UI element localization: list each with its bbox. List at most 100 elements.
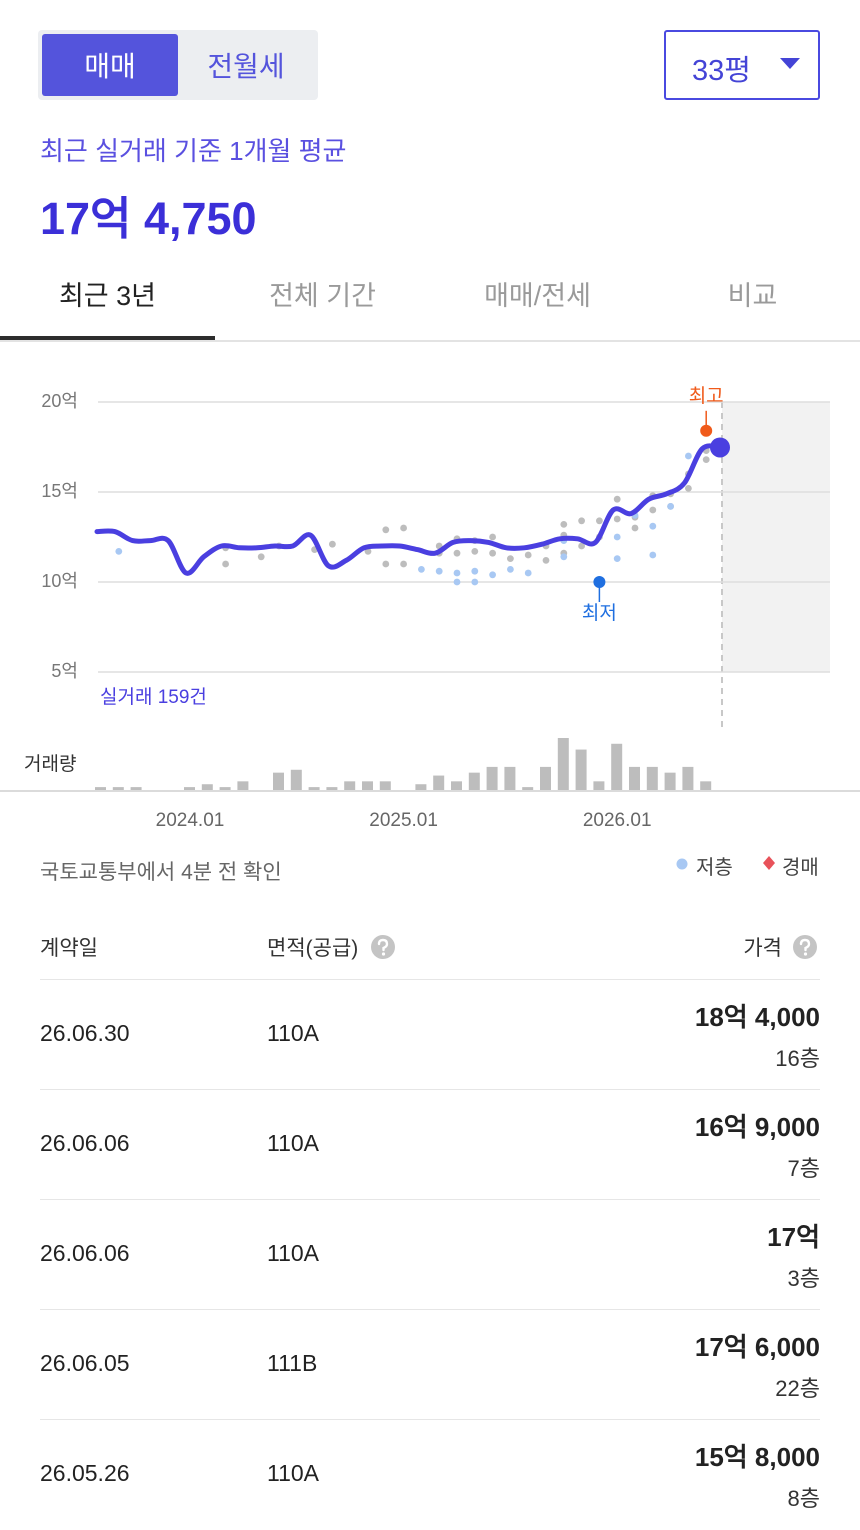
tab[interactable]: 매매/전세: [484, 281, 591, 311]
low-floor-point: [560, 553, 568, 561]
low-floor-point: [115, 548, 123, 555]
trade-point: [613, 515, 621, 523]
future-area: [722, 402, 830, 672]
contract-date: 26.05.26: [40, 1460, 130, 1486]
trade-point: [382, 526, 390, 534]
low-floor-point: [685, 452, 692, 460]
volume-bar: [95, 787, 106, 790]
trade-point: [596, 517, 603, 525]
floor: 22층: [775, 1376, 820, 1401]
row-separator: [40, 1309, 820, 1310]
trade-point: [329, 540, 336, 548]
trade-point: [613, 495, 621, 503]
volume-bar: [700, 781, 712, 790]
volume-bar: [308, 787, 320, 790]
x-tick-label: 2025.01: [369, 810, 438, 831]
legend-marker: [763, 856, 775, 870]
volume-bar: [664, 772, 676, 790]
price: 15억 8,000: [694, 1442, 820, 1472]
floor: 7층: [787, 1156, 820, 1181]
price-line: [94, 443, 723, 576]
latest-point: [710, 437, 730, 458]
volume-bar: [611, 743, 623, 790]
volume-bar: [184, 787, 195, 790]
low-floor-point: [418, 566, 425, 573]
x-tick-label: 2026.01: [583, 810, 652, 831]
price: 17억: [767, 1222, 820, 1252]
annotation-label: 최저: [582, 602, 617, 624]
price: 16억 9,000: [694, 1112, 820, 1142]
trade-point: [507, 555, 514, 562]
trade-point: [489, 533, 496, 541]
count-label: 실거래 159건: [100, 686, 207, 708]
trade-point: [222, 560, 230, 568]
low-floor-point: [613, 555, 621, 562]
trade-type-toggle: 매매 전월세: [38, 30, 318, 100]
volume-bar: [468, 772, 480, 790]
low-floor-point: [524, 569, 532, 577]
trade-point: [542, 557, 550, 564]
low-floor-point: [489, 571, 496, 579]
area: 111B: [267, 1350, 318, 1376]
row-separator: [40, 1199, 820, 1200]
size-select[interactable]: 33평: [664, 30, 820, 100]
volume-bar: [362, 781, 373, 790]
low-floor-point: [649, 522, 657, 530]
toggle-rent[interactable]: 전월세: [207, 51, 285, 82]
volume-bar: [646, 766, 658, 790]
low-floor-point: [507, 566, 514, 573]
divider: [0, 340, 860, 342]
low-floor-point: [453, 569, 461, 577]
tab[interactable]: 최근 3년: [58, 281, 157, 311]
floor: 3층: [787, 1266, 820, 1291]
area: 110A: [267, 1460, 320, 1486]
trade-point: [524, 551, 532, 559]
contract-date: 26.06.30: [40, 1020, 130, 1046]
volume-bar: [682, 766, 694, 790]
volume-bar: [237, 781, 249, 790]
volume-bar: [522, 787, 534, 790]
volume-bar: [629, 766, 640, 790]
annotation-point: [700, 424, 713, 437]
volume-bar: [379, 781, 391, 790]
y-tick-label: 10억: [41, 571, 78, 591]
help-icon[interactable]: [792, 934, 818, 960]
low-floor-point: [649, 551, 657, 559]
trade-point: [400, 524, 407, 532]
tab-indicator: [0, 336, 215, 340]
trade-point: [631, 524, 639, 532]
help-icon[interactable]: [370, 934, 396, 960]
volume-bar: [326, 787, 338, 790]
toggle-sale[interactable]: 매매: [42, 34, 178, 96]
volume-bar: [433, 775, 445, 790]
x-tick-label: 2024.01: [156, 810, 225, 831]
volume-bar: [451, 781, 462, 790]
low-floor-point: [613, 533, 621, 541]
trade-point: [489, 549, 496, 557]
row-separator: [40, 1089, 820, 1090]
volume-bar: [112, 787, 124, 790]
trade-point: [382, 560, 390, 568]
tab[interactable]: 전체 기간: [269, 281, 376, 311]
trade-point: [257, 553, 265, 561]
source-note: 국토교통부에서 4분 전 확인: [40, 861, 282, 884]
trade-point: [453, 549, 461, 557]
price: 17억 6,000: [694, 1332, 820, 1362]
trade-point: [702, 456, 710, 463]
contract-date: 26.06.06: [40, 1240, 130, 1266]
table-header: 면적(공급): [267, 937, 359, 960]
legend-label: 경매: [782, 857, 819, 879]
trade-point: [364, 548, 372, 555]
volume-bar: [540, 766, 551, 790]
floor: 8층: [787, 1486, 820, 1511]
tab[interactable]: 비교: [727, 281, 778, 311]
trade-point: [471, 548, 479, 555]
size-select-label: 33평: [692, 55, 751, 87]
table-header: 계약일: [40, 937, 98, 960]
floor: 16층: [775, 1046, 820, 1071]
y-tick-label: 5억: [51, 661, 78, 681]
summary-value: 17억 4,750: [40, 193, 257, 244]
summary-label: 최근 실거래 기준 1개월 평균: [40, 136, 347, 166]
volume-bar: [575, 749, 587, 790]
